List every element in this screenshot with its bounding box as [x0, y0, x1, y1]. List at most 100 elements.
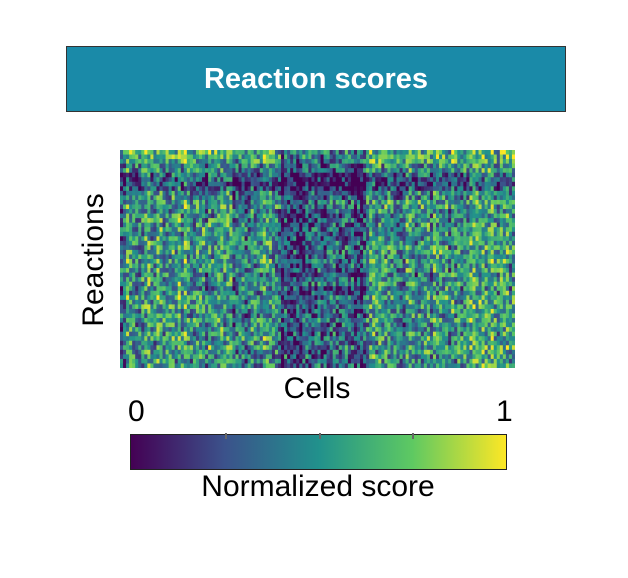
heatmap-cell [153, 209, 157, 214]
heatmap-cell [381, 190, 385, 196]
heatmap-cell [156, 254, 160, 260]
heatmap-cell [439, 190, 443, 196]
heatmap-cell [411, 236, 416, 242]
heatmap-cell [253, 159, 258, 165]
heatmap-cell [159, 295, 163, 301]
heatmap-cell [141, 308, 145, 314]
heatmap-cell [311, 209, 315, 214]
heatmap-cell [381, 304, 385, 310]
heatmap-cell [414, 154, 419, 160]
heatmap-cell [429, 222, 434, 228]
heatmap-cell [384, 295, 388, 301]
heatmap-cell [180, 213, 185, 219]
heatmap-cell [189, 168, 194, 174]
heatmap-cell [481, 249, 486, 255]
heatmap-cell [417, 150, 422, 155]
heatmap-cell [311, 199, 315, 205]
heatmap-cell [241, 163, 245, 169]
heatmap-cell [238, 222, 242, 228]
heatmap-cell [384, 281, 388, 287]
heatmap-cell [284, 249, 288, 255]
heatmap-cell [378, 245, 382, 251]
heatmap-cell [372, 190, 376, 196]
heatmap-cell [211, 240, 215, 246]
heatmap-cell [363, 177, 367, 183]
heatmap-cell [417, 154, 422, 160]
heatmap-cell [320, 249, 324, 255]
heatmap-cell [265, 154, 270, 160]
heatmap-cell [399, 313, 403, 319]
heatmap-cell [329, 281, 334, 287]
heatmap-cell [417, 222, 422, 228]
heatmap-cell [478, 263, 482, 269]
heatmap-cell [353, 313, 358, 319]
heatmap-cell [405, 240, 410, 246]
heatmap-cell [171, 213, 176, 219]
heatmap-cell [426, 254, 431, 260]
heatmap-cell [454, 150, 458, 155]
heatmap-cell [126, 218, 130, 224]
heatmap-cell [436, 281, 440, 287]
heatmap-cell [381, 245, 385, 251]
heatmap-cell [347, 281, 352, 287]
heatmap-cell [293, 286, 297, 292]
heatmap-cell [171, 290, 176, 296]
heatmap-cell [180, 168, 185, 174]
heatmap-cell [311, 186, 315, 192]
heatmap-cell [138, 286, 142, 292]
heatmap-cell [287, 268, 291, 274]
heatmap-cell [120, 159, 124, 165]
heatmap-cell [168, 150, 173, 155]
heatmap-cell [174, 227, 179, 233]
heatmap-cell [511, 195, 515, 201]
heatmap-cell [499, 209, 504, 214]
heatmap-cell [171, 322, 176, 328]
heatmap-cell [278, 199, 282, 205]
heatmap-cell [211, 254, 215, 260]
heatmap-cell [472, 268, 476, 274]
heatmap-cell [165, 177, 170, 183]
heatmap-cell [183, 154, 188, 160]
heatmap-cell [232, 281, 236, 287]
heatmap-cell [284, 318, 288, 323]
heatmap-cell [195, 209, 200, 214]
heatmap-cell [432, 272, 437, 278]
heatmap-cell [235, 186, 239, 192]
heatmap-cell [484, 231, 489, 237]
heatmap-cell [475, 231, 479, 237]
heatmap-cell [490, 227, 495, 233]
heatmap-cell [235, 159, 239, 165]
heatmap-cell [448, 181, 452, 187]
heatmap-cell [481, 231, 486, 237]
heatmap-cell [244, 186, 249, 192]
heatmap-cell [262, 154, 267, 160]
heatmap-cell [144, 304, 148, 310]
heatmap-cell [341, 222, 346, 228]
heatmap-cell [159, 318, 163, 323]
heatmap-cell [414, 318, 419, 323]
heatmap-cell [290, 263, 294, 269]
heatmap-cell [138, 281, 142, 287]
heatmap-cell [229, 290, 233, 296]
heatmap-cell [253, 313, 258, 319]
heatmap-cell [141, 263, 145, 269]
heatmap-cell [126, 290, 130, 296]
heatmap-cell [293, 249, 297, 255]
heatmap-cell [484, 263, 489, 269]
heatmap-cell [369, 304, 373, 310]
heatmap-cell [475, 186, 479, 192]
heatmap-cell [490, 249, 495, 255]
heatmap-cell [265, 245, 270, 251]
heatmap-cell [311, 272, 315, 278]
heatmap-cell [177, 227, 182, 233]
heatmap-cell [135, 236, 139, 242]
heatmap-cell [168, 240, 173, 246]
heatmap-cell [226, 218, 230, 224]
heatmap-cell [481, 254, 486, 260]
heatmap-cell [432, 299, 437, 305]
heatmap-cell [405, 290, 410, 296]
heatmap-cell [183, 268, 188, 274]
heatmap-cell [129, 295, 133, 301]
heatmap-cell [223, 308, 227, 314]
heatmap-cell [457, 172, 461, 178]
